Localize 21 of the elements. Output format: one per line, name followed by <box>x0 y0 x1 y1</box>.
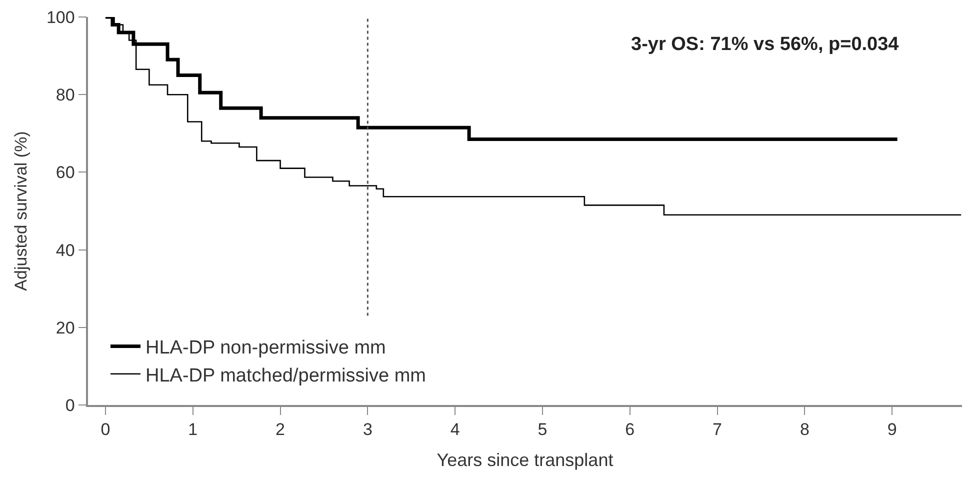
x-tick-label: 9 <box>887 420 897 440</box>
annotation: 3-yr OS: 71% vs 56%, p=0.034 <box>631 34 900 55</box>
x-tick-label: 2 <box>276 420 286 440</box>
y-tick-label: 100 <box>46 8 75 27</box>
legend-label: HLA-DP matched/permissive mm <box>145 365 426 386</box>
x-tick-label: 5 <box>538 420 548 440</box>
x-tick-label: 0 <box>100 420 110 440</box>
x-tick-label: 4 <box>450 420 460 440</box>
y-tick-label: 40 <box>56 240 75 260</box>
y-tick-label: 0 <box>65 396 75 415</box>
x-axis-title: Years since transplant <box>436 450 614 470</box>
x-tick-label: 6 <box>625 420 635 440</box>
y-tick-label: 60 <box>56 163 75 182</box>
x-tick-label: 1 <box>188 420 198 440</box>
y-axis-title: Adjusted survival (%) <box>12 131 31 291</box>
x-tick-label: 3 <box>362 420 372 440</box>
legend-label: HLA-DP non-permissive mm <box>145 338 386 359</box>
x-tick-label: 8 <box>800 420 810 440</box>
y-tick-label: 20 <box>56 318 75 338</box>
x-tick-label: 7 <box>712 420 722 440</box>
y-tick-label: 80 <box>56 86 75 105</box>
